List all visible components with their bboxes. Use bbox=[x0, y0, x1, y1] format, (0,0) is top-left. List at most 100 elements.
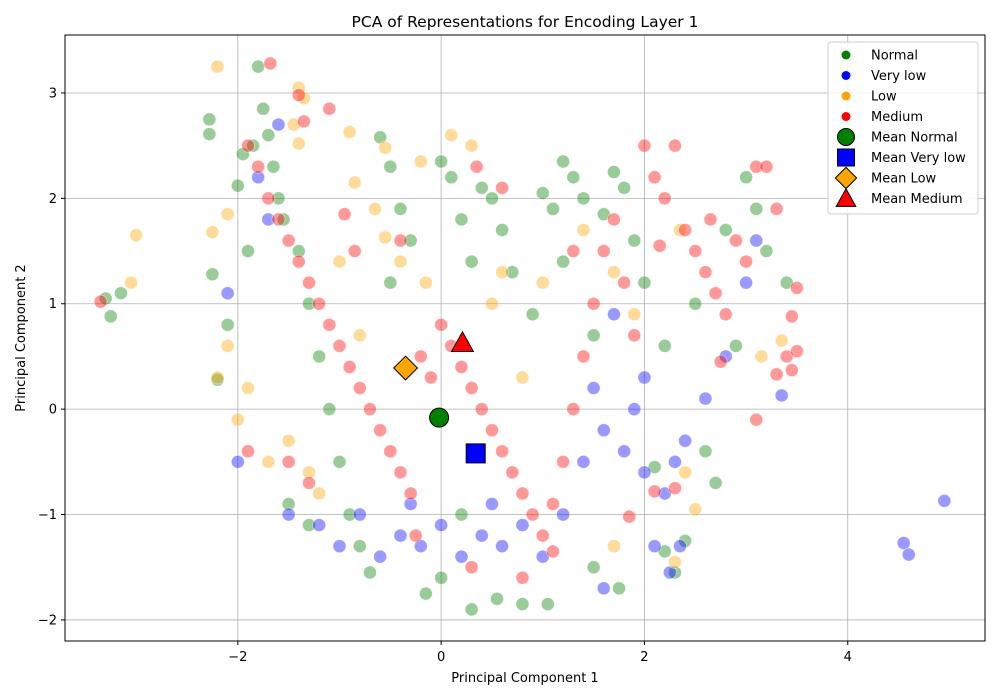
legend-marker-mean-normal bbox=[837, 128, 855, 146]
data-point bbox=[718, 223, 733, 237]
data-point bbox=[627, 233, 642, 248]
data-point bbox=[464, 560, 479, 575]
data-point bbox=[256, 101, 271, 116]
data-point bbox=[241, 444, 255, 459]
data-point bbox=[261, 454, 276, 469]
data-point bbox=[490, 591, 504, 606]
data-point bbox=[312, 518, 327, 532]
data-point bbox=[230, 178, 245, 193]
data-point bbox=[718, 307, 733, 322]
data-point bbox=[464, 138, 479, 153]
data-point bbox=[596, 244, 611, 258]
data-point bbox=[393, 528, 408, 543]
data-point bbox=[495, 265, 510, 280]
data-point bbox=[647, 539, 662, 554]
data-point bbox=[698, 444, 713, 459]
mean-marker-mean-very-low bbox=[465, 443, 486, 464]
data-point bbox=[342, 360, 357, 374]
data-point bbox=[271, 117, 286, 132]
data-point bbox=[937, 493, 952, 508]
data-point bbox=[373, 423, 388, 438]
data-point bbox=[263, 56, 278, 71]
data-point bbox=[540, 597, 555, 612]
data-point bbox=[246, 138, 260, 153]
legend-label: Mean Normal bbox=[871, 131, 958, 146]
data-point bbox=[413, 349, 428, 364]
data-point bbox=[454, 212, 469, 227]
data-point bbox=[261, 128, 276, 143]
data-point bbox=[464, 381, 479, 395]
data-point bbox=[784, 309, 799, 324]
data-point bbox=[261, 191, 276, 206]
legend-box bbox=[827, 41, 979, 215]
data-point bbox=[596, 423, 611, 438]
data-point bbox=[302, 296, 316, 311]
data-point bbox=[434, 154, 449, 169]
data-point bbox=[271, 191, 286, 206]
data-point bbox=[566, 402, 581, 417]
data-point bbox=[403, 233, 418, 248]
legend-label: Medium bbox=[871, 110, 923, 125]
data-point bbox=[332, 539, 347, 554]
data-point bbox=[637, 370, 652, 385]
legend-marker-mean-very-low bbox=[837, 148, 855, 167]
data-point bbox=[739, 275, 754, 290]
data-point bbox=[129, 228, 144, 243]
y-axis-title: Principal Component 2 bbox=[14, 264, 29, 411]
data-point bbox=[556, 454, 571, 469]
data-point bbox=[657, 191, 672, 206]
data-point bbox=[464, 602, 479, 617]
data-point bbox=[444, 170, 459, 185]
data-point bbox=[515, 486, 530, 501]
data-point bbox=[114, 286, 128, 301]
data-point bbox=[607, 165, 621, 179]
data-point bbox=[322, 402, 337, 417]
data-point bbox=[202, 112, 217, 127]
data-point bbox=[474, 402, 489, 417]
data-point bbox=[708, 286, 723, 301]
legend-marker-mean-medium bbox=[835, 187, 857, 207]
legend-marker-very-low bbox=[841, 71, 851, 80]
legend-label: Mean Low bbox=[871, 172, 937, 187]
data-point bbox=[556, 154, 571, 169]
data-point bbox=[729, 339, 743, 353]
data-point bbox=[774, 388, 789, 403]
data-point bbox=[266, 159, 281, 174]
data-point bbox=[495, 223, 510, 237]
data-point bbox=[205, 225, 220, 239]
legend-label: Mean Very low bbox=[871, 151, 966, 166]
data-point bbox=[276, 212, 291, 227]
data-point bbox=[617, 275, 632, 290]
data-point bbox=[515, 570, 530, 585]
data-point bbox=[586, 381, 601, 395]
data-point bbox=[261, 212, 276, 227]
data-point bbox=[668, 565, 682, 580]
legend-marker-normal bbox=[841, 50, 851, 60]
data-point bbox=[454, 360, 469, 374]
data-point bbox=[678, 433, 693, 448]
data-point bbox=[485, 296, 499, 311]
data-point bbox=[230, 412, 245, 427]
data-point bbox=[322, 317, 337, 332]
data-point bbox=[627, 328, 642, 343]
data-point bbox=[769, 201, 784, 216]
data-point bbox=[576, 349, 591, 364]
data-point bbox=[312, 349, 327, 364]
data-point bbox=[612, 581, 626, 596]
data-point bbox=[281, 454, 296, 469]
data-point bbox=[515, 518, 530, 532]
data-point bbox=[418, 275, 433, 290]
data-point bbox=[205, 267, 220, 282]
data-point bbox=[413, 154, 428, 169]
data-point bbox=[332, 254, 347, 269]
data-point bbox=[251, 159, 266, 174]
data-point bbox=[535, 275, 550, 290]
data-point bbox=[617, 180, 632, 195]
data-point bbox=[678, 533, 693, 548]
data-point bbox=[607, 265, 621, 280]
data-point bbox=[546, 544, 560, 559]
data-point bbox=[368, 201, 382, 216]
mean-marker-mean-medium bbox=[450, 330, 475, 352]
data-point bbox=[352, 328, 367, 343]
x-tick-label: −2 bbox=[228, 650, 247, 665]
